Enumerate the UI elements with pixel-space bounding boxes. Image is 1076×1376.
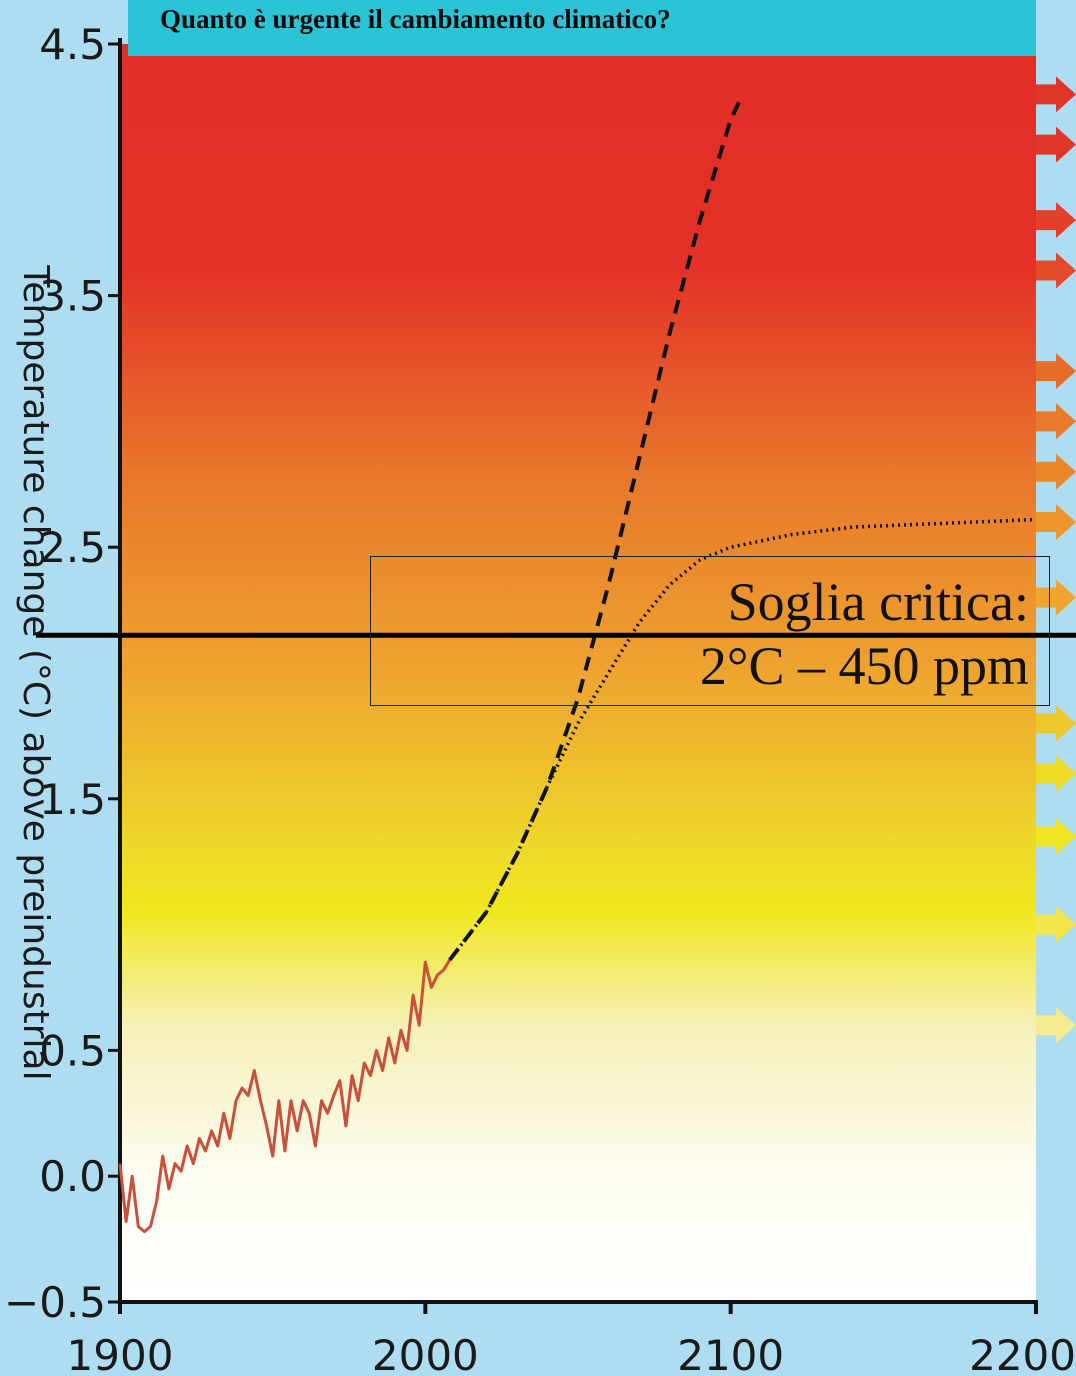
axes: −0.5 0.0 0.5 1.5 2.5 3.5 4.5 1900 2000 2100 2200 (4, 20, 1076, 1376)
arrow-marker (1036, 403, 1076, 440)
threshold-label-line2: 2°C – 450 ppm (699, 636, 1029, 696)
y-tick-label: 4.5 (39, 20, 106, 69)
y-tick-label: 1.5 (39, 775, 106, 824)
arrow-marker (1036, 906, 1076, 943)
arrow-marker (1036, 353, 1076, 390)
y-axis-label: Temperature change (°C) above preindustr… (15, 264, 56, 1080)
y-tick-label: 0.0 (39, 1152, 106, 1201)
arrow-marker (1036, 453, 1076, 490)
arrow-marker (1036, 705, 1076, 742)
arrow-markers (1036, 76, 1076, 1044)
y-tick-label: 2.5 (39, 523, 106, 572)
arrow-marker (1036, 579, 1076, 616)
y-tick-label: 0.5 (39, 1026, 106, 1075)
arrow-marker (1036, 202, 1076, 239)
threshold-label-line1: Soglia critica: (727, 572, 1029, 632)
series-lines (118, 93, 1037, 1234)
y-tick-label: −0.5 (4, 1278, 106, 1327)
threshold-annotation: Soglia critica: 2°C – 450 ppm (370, 556, 1050, 706)
arrow-marker (1036, 252, 1076, 289)
arrow-marker (1036, 755, 1076, 792)
projection-dotted-line (448, 517, 1037, 961)
arrow-marker (1036, 1007, 1076, 1044)
y-tick-label: 3.5 (39, 272, 106, 321)
observed-temperature-line (118, 959, 452, 1234)
arrow-marker (1036, 126, 1076, 163)
banner-title: Quanto è urgente il cambiamento climatic… (160, 4, 671, 34)
arrow-marker (1036, 504, 1076, 541)
arrow-marker (1036, 76, 1076, 113)
title-banner: Quanto è urgente il cambiamento climatic… (128, 0, 1036, 56)
x-tick-label: 2000 (372, 1331, 479, 1376)
x-tick-label: 2200 (969, 1331, 1076, 1376)
x-tick-label: 1900 (67, 1331, 174, 1376)
x-tick-label: 2100 (677, 1331, 784, 1376)
arrow-marker (1036, 818, 1076, 855)
plot-area (120, 44, 1036, 1302)
